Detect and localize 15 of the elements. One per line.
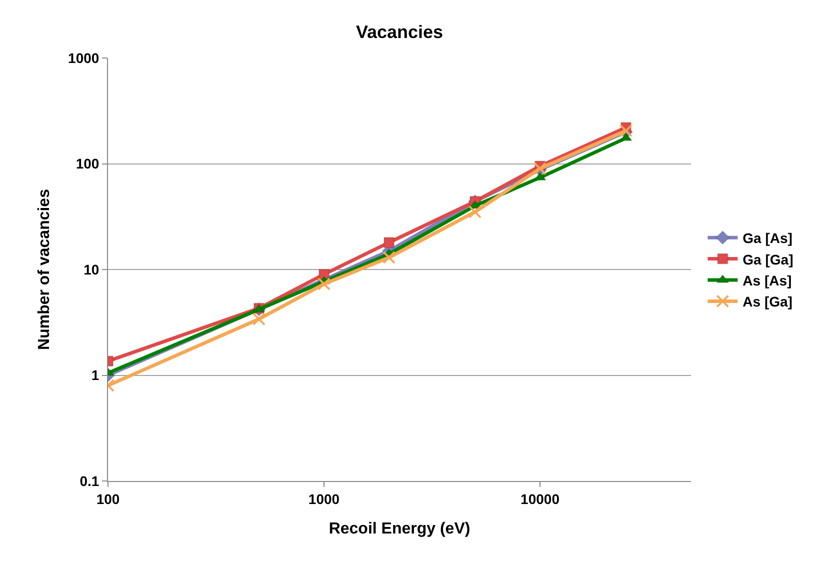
legend-label: As [Ga] — [742, 294, 792, 310]
y-tick-label: 1 — [91, 367, 100, 384]
legend-label: As [As] — [742, 272, 792, 288]
y-tick-label: 0.1 — [80, 472, 100, 489]
legend-label: Ga [Ga] — [742, 251, 794, 268]
x-tick-label: 1000 — [308, 490, 340, 507]
chart-title: Vacancies — [356, 22, 444, 42]
x-axis-title: Recoil Energy (eV) — [328, 520, 470, 538]
y-tick-label: 1000 — [68, 50, 100, 66]
y-axis-title: Number of vacancies — [36, 188, 53, 350]
x-tick-label: 100 — [96, 490, 120, 507]
y-tick-label: 10 — [84, 261, 100, 278]
x-tick-label: 10000 — [520, 490, 560, 507]
legend-label: Ga [As] — [742, 230, 792, 246]
y-tick-label: 100 — [76, 156, 100, 172]
